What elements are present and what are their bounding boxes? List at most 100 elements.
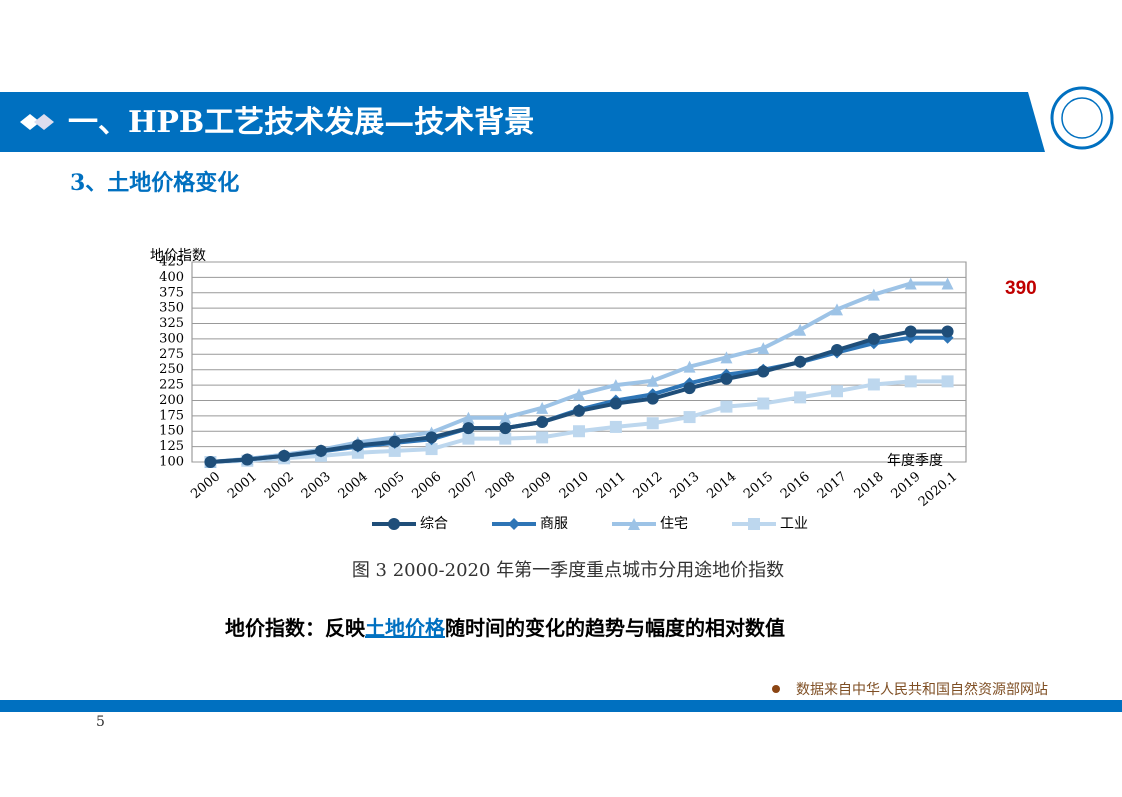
marker (499, 422, 512, 435)
marker (720, 372, 733, 385)
legend-marker (628, 518, 640, 530)
x-tick-label: 2018 (852, 469, 887, 502)
y-tick-label: 200 (159, 393, 184, 408)
marker (609, 420, 622, 433)
marker (831, 344, 843, 356)
y-tick-label: 325 (159, 316, 184, 331)
marker (683, 382, 696, 395)
y-tick-label: 125 (159, 439, 184, 454)
x-tick-label: 2011 (594, 469, 629, 502)
marker (204, 456, 217, 468)
x-tick-label: 2012 (631, 469, 666, 502)
x-tick-label: 2010 (557, 469, 592, 502)
marker (425, 443, 438, 456)
x-tick-label: 2002 (262, 469, 297, 502)
annotation: 390 (1005, 278, 1037, 299)
x-tick-label: 2009 (520, 469, 555, 502)
legend-marker (388, 518, 400, 530)
header-icon (34, 114, 54, 130)
description-text: 随时间的变化的趋势与幅度的相对数值 (445, 616, 785, 640)
marker (683, 411, 696, 424)
marker (794, 323, 807, 336)
marker (609, 379, 622, 392)
y-tick-label: 350 (159, 301, 184, 316)
header-title: 一、HPB工艺技术发展—技术背景 (68, 105, 534, 140)
marker (536, 416, 549, 428)
marker (499, 411, 512, 424)
header-band (0, 92, 1045, 152)
y-tick-label: 150 (159, 424, 184, 439)
x-tick-label: 2013 (667, 469, 702, 502)
marker (278, 449, 291, 462)
page-number: 5 (96, 714, 105, 730)
x-tick-label: 2001 (225, 469, 260, 502)
marker (831, 303, 843, 316)
marker (794, 355, 807, 368)
y-tick-label: 250 (159, 362, 184, 377)
bullet (772, 685, 780, 693)
legend-label: 工业 (780, 516, 808, 532)
legend-marker (508, 518, 520, 530)
x-tick-label: 2014 (704, 469, 739, 502)
marker (794, 391, 807, 404)
marker (462, 422, 475, 435)
logo (1050, 86, 1114, 150)
marker (720, 351, 733, 364)
marker (462, 411, 475, 424)
x-tick-label: 2015 (741, 469, 776, 502)
marker (536, 401, 549, 414)
marker (757, 397, 770, 410)
description-text: 地价指数：反映 (225, 616, 366, 640)
x-tick-label: 2017 (815, 469, 850, 502)
marker (536, 431, 549, 444)
logo (1061, 97, 1103, 139)
marker (683, 360, 696, 373)
x-tick-label: 2004 (336, 469, 371, 502)
legend-label: 住宅 (660, 516, 688, 532)
marker (351, 439, 364, 452)
marker (462, 432, 475, 445)
section-title: 3、土地价格变化 (70, 170, 239, 196)
legend-label: 商服 (540, 516, 568, 532)
description-link[interactable]: 土地价格 (365, 616, 446, 640)
source: 数据来自中华人民共和国自然资源部网站 (796, 681, 1048, 698)
marker (315, 444, 327, 457)
marker (425, 431, 438, 444)
x-tick-label: 2006 (409, 469, 444, 502)
marker (609, 397, 622, 410)
y-tick-label: 375 (159, 285, 184, 300)
marker (720, 400, 733, 413)
legend-marker (748, 518, 760, 530)
chart: 1001251501752002252502753003253503754004… (150, 248, 967, 532)
marker (646, 417, 659, 430)
marker (867, 332, 880, 345)
marker (573, 388, 585, 401)
x-axis-title: 年度季度 (887, 453, 943, 469)
footer-band (0, 700, 1122, 712)
y-tick-label: 225 (159, 378, 184, 393)
marker (499, 432, 512, 445)
y-tick-label: 100 (159, 455, 184, 470)
y-axis-title: 地价指数 (150, 248, 206, 264)
marker (867, 378, 880, 391)
marker (941, 325, 954, 338)
marker (388, 435, 401, 448)
marker (904, 325, 917, 338)
y-tick-label: 425 (159, 255, 184, 270)
marker (388, 444, 401, 457)
marker (573, 425, 585, 438)
y-tick-label: 400 (159, 270, 184, 285)
marker (646, 374, 659, 387)
chart-caption: 图 3 2000-2020 年第一季度重点城市分用途地价指数 (352, 560, 784, 581)
marker (904, 277, 917, 290)
x-tick-label: 2007 (446, 469, 481, 502)
x-tick-label: 2005 (373, 469, 408, 502)
y-tick-label: 300 (159, 331, 184, 346)
marker (757, 342, 770, 355)
marker (831, 385, 843, 398)
x-tick-label: 2003 (299, 469, 334, 502)
x-tick-label: 2000 (188, 469, 223, 502)
marker (573, 404, 585, 417)
legend-label: 综合 (420, 516, 448, 532)
marker (867, 288, 880, 301)
